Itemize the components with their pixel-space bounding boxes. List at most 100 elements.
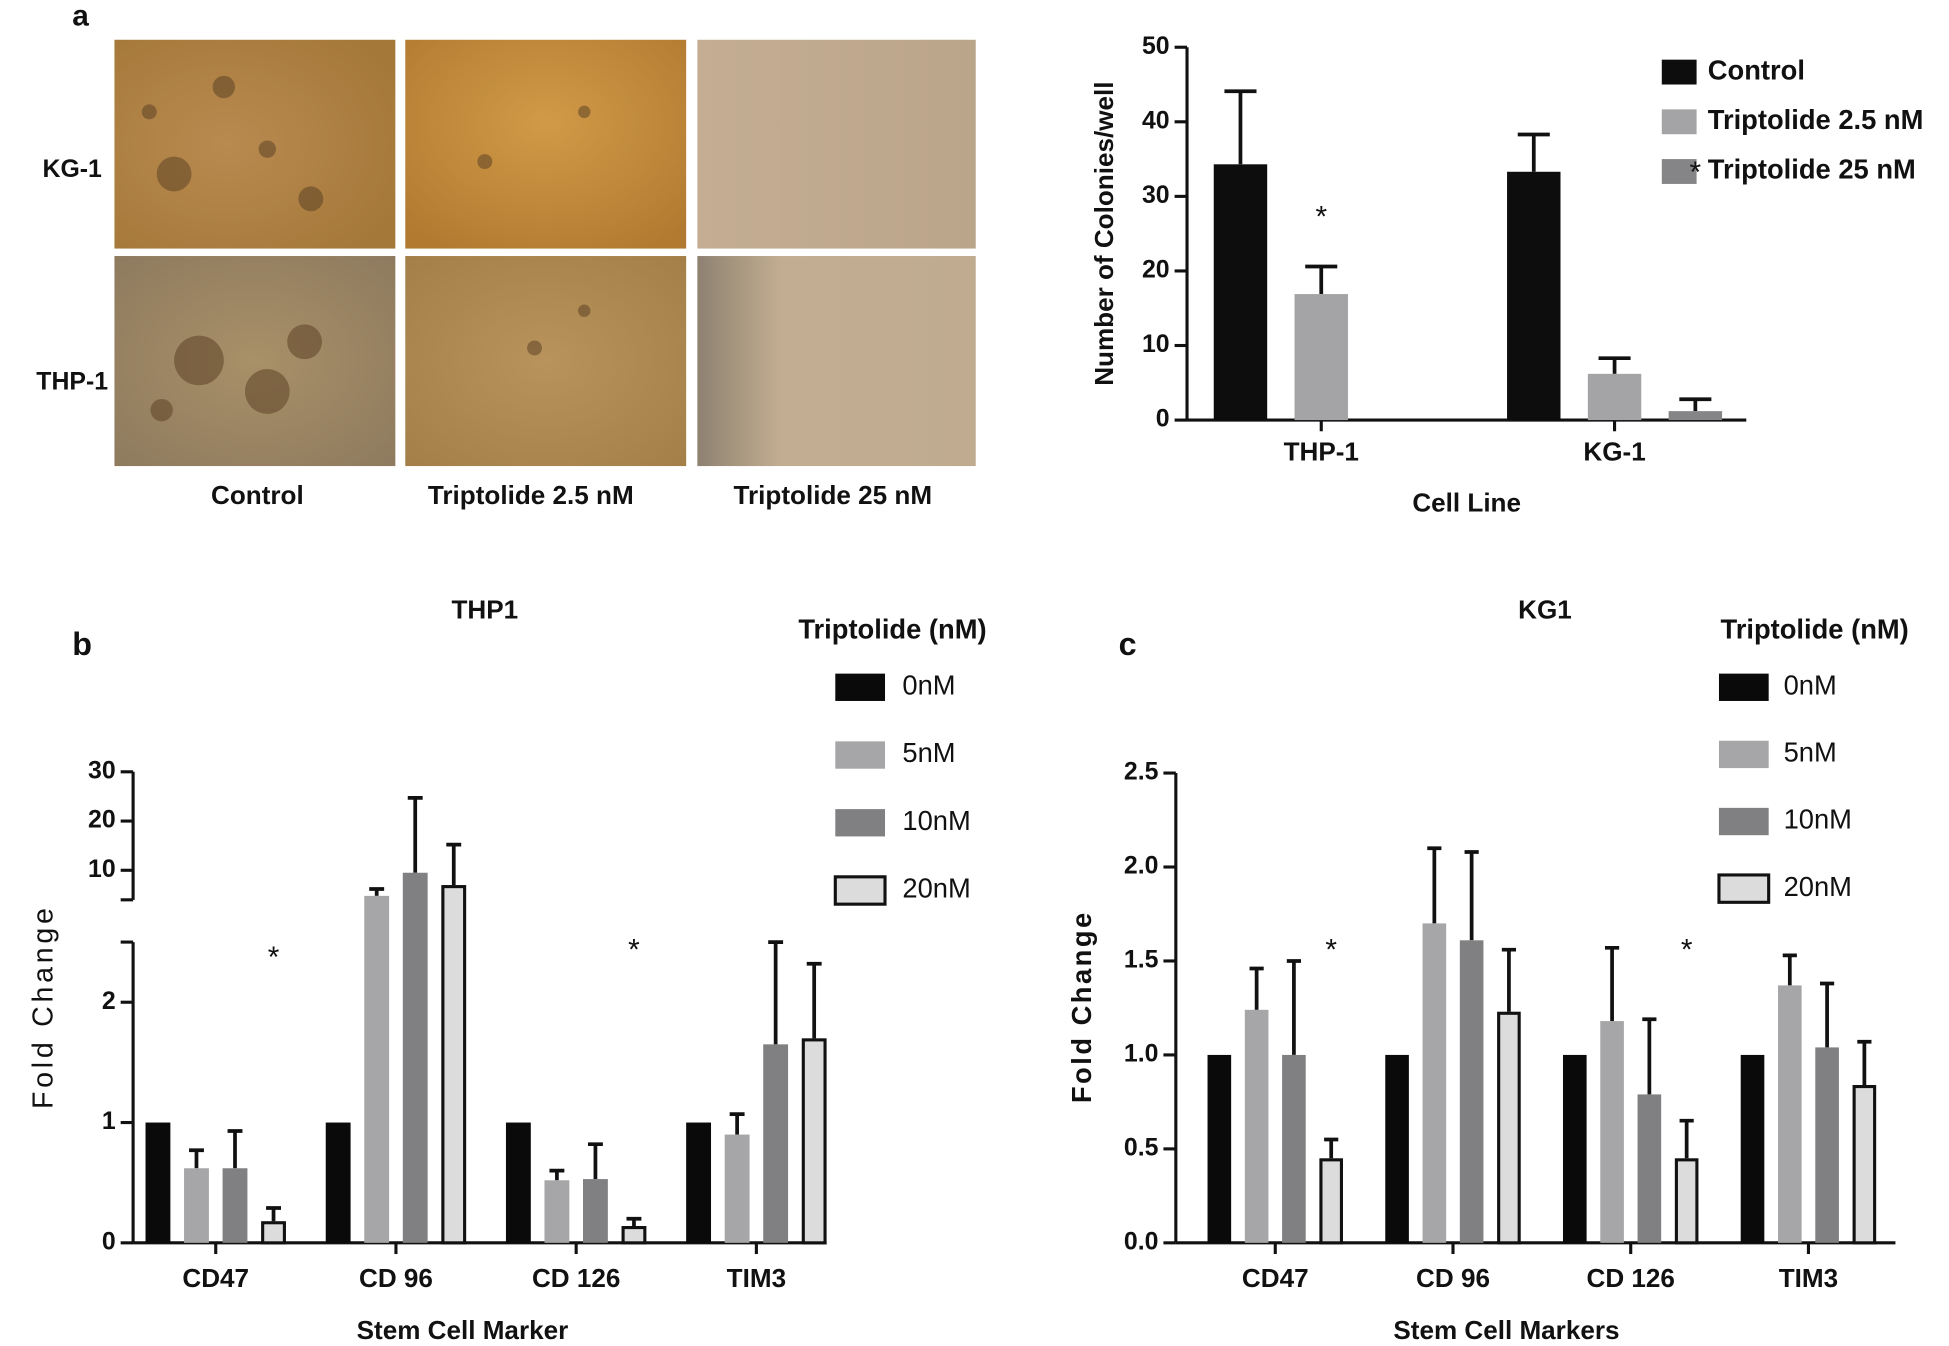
error-bar — [1604, 945, 1620, 1022]
bar — [364, 895, 390, 1243]
bar — [1213, 164, 1268, 421]
error-bar — [549, 1168, 565, 1181]
legend-swatch — [835, 741, 886, 769]
y-tick-label: 10 — [88, 856, 116, 883]
x-tick-label: KG-1 — [1583, 437, 1645, 467]
bar — [1668, 411, 1723, 421]
bar — [583, 1179, 608, 1243]
micrograph — [697, 256, 976, 467]
legend-label: 0nM — [902, 670, 955, 701]
legend-swatch — [1717, 873, 1771, 904]
x-axis-label: Stem Cell Markers — [1393, 1315, 1619, 1345]
error-bar — [189, 1148, 204, 1169]
x-tick-label: CD 96 — [359, 1263, 433, 1293]
y-tick-label: 0.5 — [1124, 1134, 1159, 1161]
bar — [724, 1134, 750, 1243]
x-axis-label: Cell Line — [1412, 487, 1521, 517]
y-tick-label: 1.5 — [1124, 947, 1159, 974]
column-label: Control — [211, 480, 304, 510]
bar — [145, 1122, 171, 1243]
error-bar — [1249, 966, 1264, 1010]
y-tick-label: 0.0 — [1124, 1228, 1159, 1255]
row-label: THP-1 — [36, 368, 108, 395]
y-tick-label: 0 — [1156, 406, 1170, 433]
legend-label: 5nM — [902, 737, 955, 768]
error-bar — [1820, 981, 1835, 1048]
bar — [544, 1180, 570, 1243]
bar — [184, 1168, 209, 1243]
error-bar — [1427, 846, 1442, 924]
bar — [261, 1221, 286, 1245]
micrograph — [405, 39, 687, 249]
annotation: * — [1325, 933, 1337, 966]
x-tick-label: CD 126 — [532, 1263, 620, 1293]
error-bar — [407, 796, 423, 873]
error-bar — [1857, 1039, 1872, 1085]
legend-swatch — [1661, 109, 1697, 135]
annotation: * — [1690, 156, 1702, 189]
error-bar — [1224, 89, 1257, 165]
y-tick-label: 30 — [1142, 182, 1170, 209]
y-tick-label: 20 — [88, 807, 116, 834]
bar — [1282, 1054, 1306, 1243]
legend-label: 10nM — [902, 805, 970, 836]
legend-label: 10nM — [1784, 804, 1852, 835]
error-bar — [1464, 850, 1479, 941]
bar — [325, 1122, 351, 1243]
bar — [801, 1038, 827, 1245]
error-bar — [587, 1142, 603, 1180]
legend-swatch — [1718, 673, 1769, 701]
error-bar — [227, 1129, 243, 1169]
error-bar — [806, 961, 822, 1039]
bar — [1507, 171, 1561, 421]
legend-title: Triptolide (nM) — [798, 614, 986, 645]
error-bar — [1501, 947, 1517, 1012]
legend-label: 5nM — [1784, 737, 1837, 768]
y-tick-label: 10 — [1142, 331, 1170, 358]
x-axis-label: Stem Cell Marker — [357, 1315, 569, 1345]
legend-swatch — [835, 809, 886, 837]
y-tick-label: 40 — [1142, 107, 1170, 134]
error-bar — [369, 887, 385, 896]
bar — [1385, 1054, 1409, 1243]
bar — [1777, 985, 1802, 1243]
y-axis-label: Number of Colonies/well — [1089, 82, 1119, 386]
x-tick-label: TIM3 — [1779, 1263, 1838, 1293]
error-bar — [626, 1216, 642, 1227]
bar — [1497, 1011, 1521, 1245]
y-tick-label: 20 — [1142, 257, 1170, 284]
panel-label: c — [1119, 626, 1137, 662]
bar — [686, 1122, 712, 1243]
legend-title: Triptolide (nM) — [1721, 614, 1909, 645]
colony-texture — [141, 75, 591, 422]
legend-swatch — [833, 875, 887, 906]
error-bar — [768, 940, 784, 1045]
bar — [621, 1226, 647, 1245]
bar — [1600, 1021, 1624, 1243]
legend-label: Control — [1708, 54, 1805, 85]
x-tick-label: CD47 — [182, 1263, 249, 1293]
legend-swatch — [1718, 740, 1769, 769]
column-label: Triptolide 25 nM — [734, 480, 933, 510]
bar — [1319, 1158, 1344, 1245]
legend-swatch — [1661, 59, 1697, 85]
bar — [1674, 1158, 1699, 1245]
y-tick-label: 30 — [88, 757, 116, 784]
chart-title: THP1 — [451, 594, 518, 624]
bar — [763, 1044, 789, 1243]
bar — [1562, 1054, 1587, 1243]
micrograph — [114, 39, 396, 249]
error-bar — [1679, 397, 1712, 412]
bar — [505, 1122, 531, 1243]
bar — [1207, 1054, 1232, 1243]
panel-label: a — [72, 0, 89, 32]
bar — [441, 885, 467, 1245]
y-tick-label: 2.0 — [1124, 853, 1159, 880]
bar — [1422, 923, 1447, 1243]
bar — [1244, 1009, 1269, 1243]
error-bar — [1517, 132, 1550, 172]
annotation: * — [1681, 933, 1693, 966]
error-bar — [1286, 959, 1301, 1055]
row-label: KG-1 — [43, 156, 103, 183]
